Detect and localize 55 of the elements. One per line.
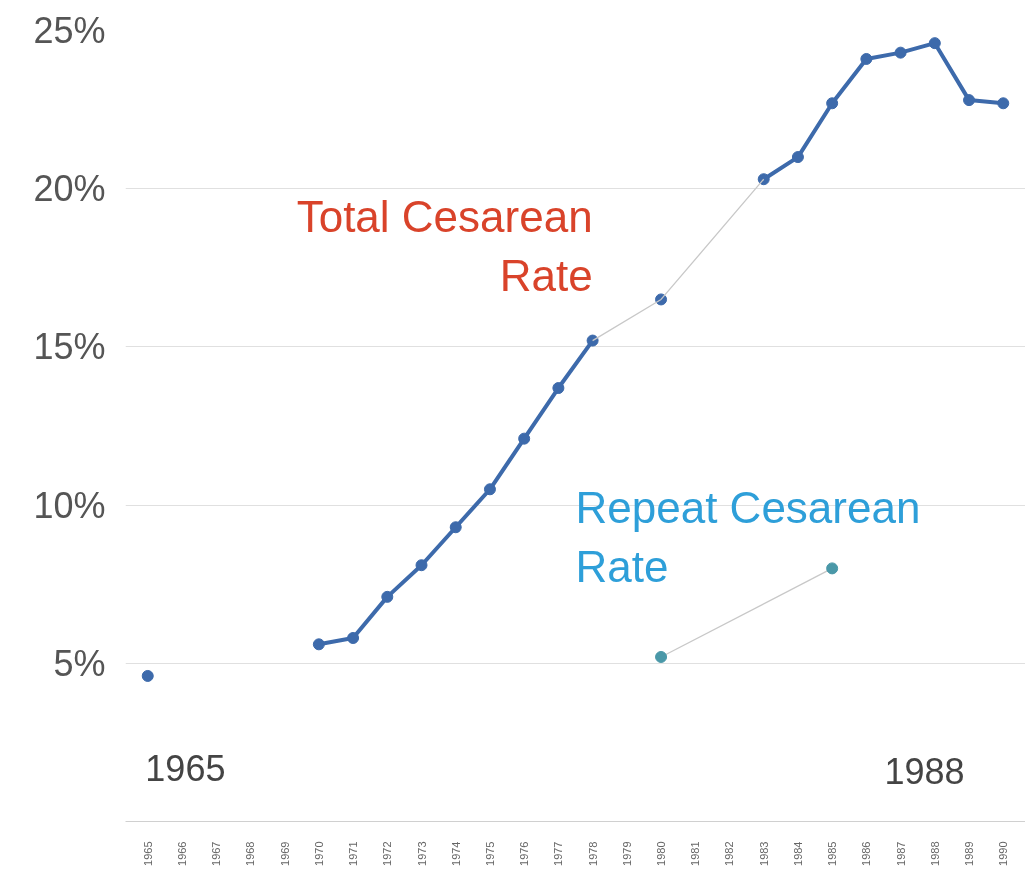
point — [415, 559, 428, 572]
y-tick-label: 5% — [53, 642, 106, 684]
x-tick-label: 1979 — [620, 841, 633, 866]
x-tick-label: 1990 — [997, 841, 1010, 866]
point — [347, 632, 360, 644]
x-tick-label: 1969 — [278, 841, 291, 866]
x-tick-label: 1976 — [518, 841, 531, 866]
x-tick-label: 1966 — [175, 841, 188, 866]
y-tick-label: 20% — [33, 168, 106, 210]
series-label: Total Cesarean Rate — [296, 191, 593, 300]
series-label: Repeat Cesarean Rate — [575, 482, 921, 591]
point — [518, 432, 531, 445]
annotation: 1988 — [884, 750, 965, 792]
y-tick-label: 15% — [33, 326, 106, 368]
x-tick-label: 1983 — [757, 841, 770, 866]
x-tick-label: 1975 — [483, 841, 496, 866]
point — [483, 483, 496, 496]
x-tick-label: 1989 — [963, 841, 976, 866]
x-tick-label: 1971 — [347, 841, 360, 866]
annotation: 1965 — [145, 747, 226, 789]
point — [312, 638, 325, 651]
x-tick-label: 1965 — [141, 841, 154, 866]
point — [586, 334, 599, 347]
x-tick-label: 1980 — [655, 841, 668, 866]
x-tick-label: 1987 — [894, 841, 907, 866]
point — [381, 590, 394, 603]
x-tick-label: 1968 — [244, 841, 257, 866]
point — [449, 521, 462, 534]
point — [963, 94, 976, 107]
point — [860, 52, 873, 65]
y-tick-label: 10% — [33, 484, 106, 526]
x-tick-label: 1988 — [928, 841, 941, 866]
point — [928, 37, 941, 50]
point — [791, 151, 804, 164]
y-tick-label: 25% — [33, 10, 106, 51]
x-tick-label: 1972 — [381, 841, 394, 866]
x-tick-label: 1984 — [791, 841, 804, 866]
point — [826, 562, 839, 575]
x-tick-label: 1973 — [415, 841, 428, 866]
x-tick-label: 1977 — [552, 841, 565, 866]
x-tick-label: 1982 — [723, 841, 736, 866]
x-tick-label: 1978 — [586, 841, 599, 866]
point — [894, 46, 907, 59]
point — [552, 382, 565, 395]
x-tick-label: 1981 — [689, 841, 702, 866]
x-tick-label: 1967 — [210, 841, 223, 866]
point — [997, 97, 1010, 110]
point — [826, 97, 839, 110]
point — [141, 669, 154, 682]
x-tick-label: 1985 — [826, 841, 839, 866]
point — [757, 173, 770, 186]
x-tick-label: 1970 — [312, 841, 325, 866]
x-tick-label: 1986 — [860, 841, 873, 866]
x-tick-label: 1974 — [449, 841, 462, 866]
point — [655, 650, 668, 663]
